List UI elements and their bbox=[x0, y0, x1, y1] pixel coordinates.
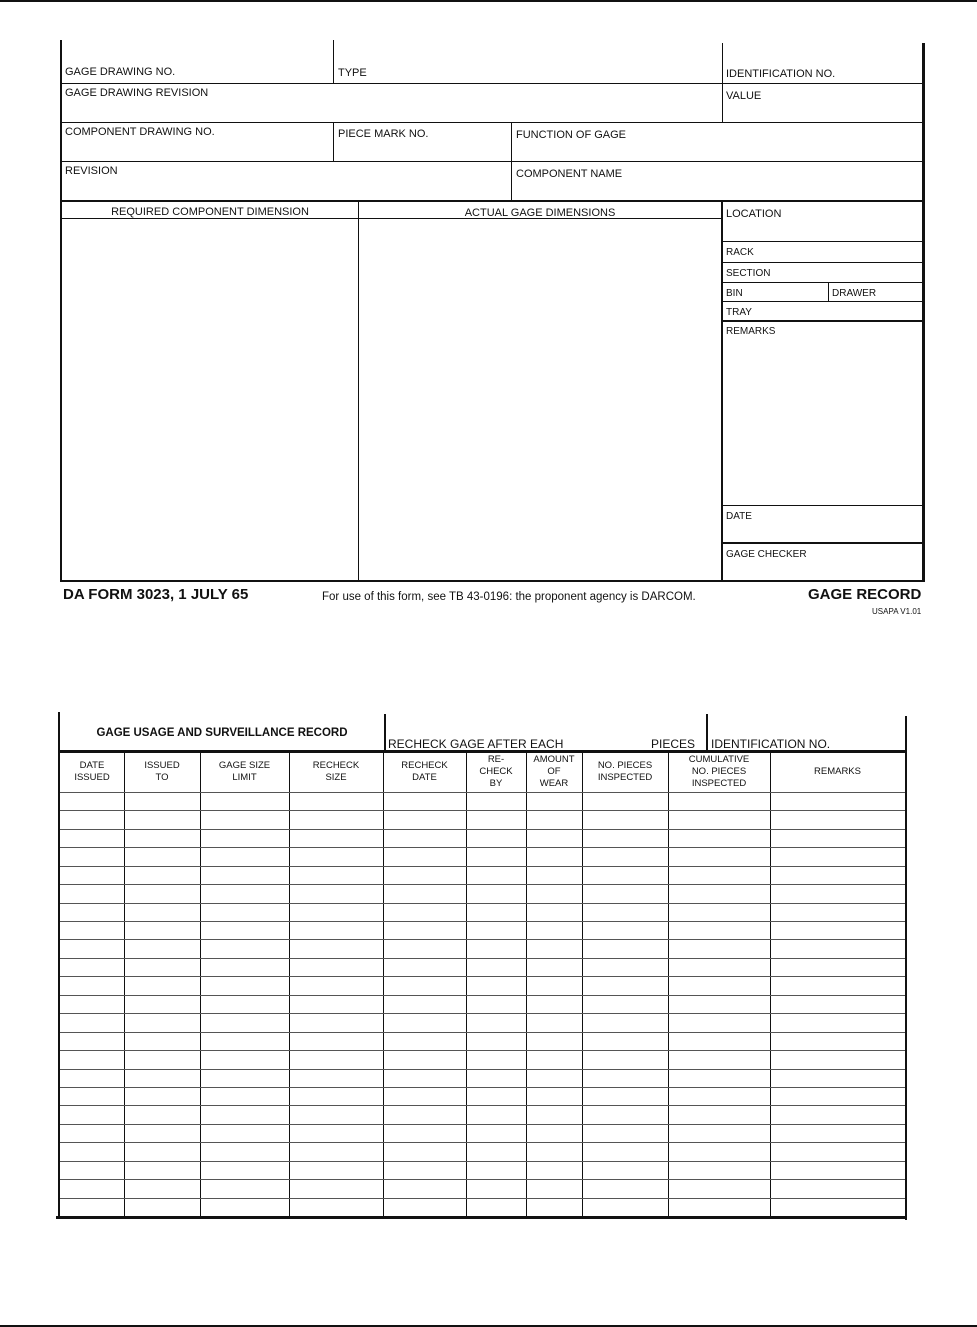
usage-record-title: GAGE USAGE AND SURVEILLANCE RECORD bbox=[96, 727, 348, 739]
column-divider bbox=[200, 753, 201, 1216]
column-header: RECHECK SIZE bbox=[312, 760, 360, 783]
table-row[interactable] bbox=[60, 977, 905, 994]
table-row[interactable] bbox=[60, 1033, 905, 1050]
row-divider bbox=[60, 1179, 905, 1181]
value-field[interactable]: VALUE bbox=[726, 90, 762, 102]
row-divider bbox=[60, 1013, 905, 1015]
column-header: ISSUED TO bbox=[144, 760, 180, 783]
table-row[interactable] bbox=[60, 1143, 905, 1160]
row-divider bbox=[60, 847, 905, 849]
column-header: AMOUNT OF WEAR bbox=[533, 754, 575, 789]
column-header: NO. PIECES INSPECTED bbox=[597, 760, 653, 783]
row-divider bbox=[60, 810, 905, 812]
table-row[interactable] bbox=[60, 904, 905, 921]
bottom-border bbox=[0, 1325, 977, 1327]
column-divider bbox=[289, 753, 290, 1216]
column-divider bbox=[668, 753, 669, 1216]
gage-drawing-revision-field[interactable]: GAGE DRAWING REVISION bbox=[65, 87, 209, 99]
row-divider bbox=[60, 957, 905, 959]
row-divider bbox=[60, 1197, 905, 1199]
table-row[interactable] bbox=[60, 793, 905, 810]
row-divider bbox=[60, 1105, 905, 1107]
actual-gage-dimensions-area[interactable] bbox=[360, 220, 720, 578]
row-divider bbox=[60, 1160, 905, 1162]
row-divider bbox=[60, 884, 905, 886]
row-divider bbox=[60, 1123, 905, 1125]
revision-field[interactable]: REVISION bbox=[65, 165, 118, 177]
table-row[interactable] bbox=[60, 1070, 905, 1087]
form-id: DA FORM 3023, 1 JULY 65 bbox=[63, 586, 249, 603]
row-divider bbox=[60, 792, 905, 793]
table-row[interactable] bbox=[60, 1014, 905, 1031]
recheck-after-each-field[interactable]: RECHECK GAGE AFTER EACH bbox=[388, 737, 564, 751]
table-row[interactable] bbox=[60, 996, 905, 1013]
row-divider bbox=[60, 865, 905, 867]
usage-identification-no-field[interactable]: IDENTIFICATION NO. bbox=[711, 737, 831, 751]
column-header: CUMULATIVE NO. PIECES INSPECTED bbox=[688, 754, 750, 789]
column-divider bbox=[466, 753, 467, 1216]
table-row[interactable] bbox=[60, 940, 905, 957]
row-divider bbox=[60, 902, 905, 904]
column-divider bbox=[383, 753, 384, 1216]
form-version: USAPA V1.01 bbox=[872, 607, 922, 616]
form-title: GAGE RECORD bbox=[808, 586, 922, 603]
column-divider bbox=[770, 753, 771, 1216]
actual-gage-dimensions-header: ACTUAL GAGE DIMENSIONS bbox=[464, 207, 616, 219]
table-row[interactable] bbox=[60, 1106, 905, 1123]
table-row[interactable] bbox=[60, 922, 905, 939]
location-field[interactable]: LOCATION bbox=[726, 208, 782, 220]
table-row[interactable] bbox=[60, 811, 905, 828]
row-divider bbox=[60, 1142, 905, 1144]
pieces-label: PIECES bbox=[651, 737, 696, 751]
gage-checker-field[interactable]: GAGE CHECKER bbox=[726, 549, 807, 560]
row-divider bbox=[60, 1068, 905, 1070]
required-component-dimension-header: REQUIRED COMPONENT DIMENSION bbox=[111, 206, 309, 218]
column-divider bbox=[124, 753, 125, 1216]
row-divider bbox=[60, 994, 905, 996]
form-instructions: For use of this form, see TB 43-0196: th… bbox=[322, 591, 696, 603]
row-divider bbox=[60, 939, 905, 941]
row-divider bbox=[60, 976, 905, 978]
column-header: DATE ISSUED bbox=[74, 760, 110, 783]
type-field[interactable]: TYPE bbox=[338, 67, 367, 79]
column-header: RE- CHECK BY bbox=[479, 754, 513, 789]
drawer-field[interactable]: DRAWER bbox=[832, 288, 877, 299]
required-component-dimension-area[interactable] bbox=[63, 220, 357, 578]
table-row[interactable] bbox=[60, 1088, 905, 1105]
table-row[interactable] bbox=[60, 885, 905, 902]
top-border bbox=[0, 0, 977, 2]
remarks-field[interactable]: REMARKS bbox=[726, 326, 776, 337]
function-of-gage-field[interactable]: FUNCTION OF GAGE bbox=[516, 129, 626, 141]
piece-mark-no-field[interactable]: PIECE MARK NO. bbox=[338, 128, 429, 140]
identification-no-field[interactable]: IDENTIFICATION NO. bbox=[726, 68, 836, 80]
column-header: GAGE SIZE LIMIT bbox=[218, 760, 271, 783]
component-drawing-no-field[interactable]: COMPONENT DRAWING NO. bbox=[65, 126, 215, 138]
column-header: RECHECK DATE bbox=[401, 760, 448, 783]
bin-field[interactable]: BIN bbox=[726, 288, 743, 299]
table-row[interactable] bbox=[60, 1180, 905, 1197]
row-divider bbox=[60, 921, 905, 923]
column-divider bbox=[526, 753, 527, 1216]
row-divider bbox=[60, 1086, 905, 1088]
column-header: REMARKS bbox=[814, 766, 861, 777]
table-row[interactable] bbox=[60, 848, 905, 865]
table-row[interactable] bbox=[60, 830, 905, 847]
table-row[interactable] bbox=[60, 1125, 905, 1142]
table-row[interactable] bbox=[60, 1162, 905, 1179]
row-divider bbox=[60, 828, 905, 830]
row-divider bbox=[60, 1031, 905, 1033]
section-field[interactable]: SECTION bbox=[726, 268, 771, 279]
table-row[interactable] bbox=[60, 1199, 905, 1216]
date-field[interactable]: DATE bbox=[726, 511, 752, 522]
table-row[interactable] bbox=[60, 867, 905, 884]
tray-field[interactable]: TRAY bbox=[726, 307, 752, 318]
table-row[interactable] bbox=[60, 959, 905, 976]
table-row[interactable] bbox=[60, 1051, 905, 1068]
gage-drawing-no-field[interactable]: GAGE DRAWING NO. bbox=[65, 66, 176, 78]
rack-field[interactable]: RACK bbox=[726, 247, 754, 258]
row-divider bbox=[60, 1050, 905, 1052]
column-divider bbox=[582, 753, 583, 1216]
component-name-field[interactable]: COMPONENT NAME bbox=[516, 168, 623, 180]
